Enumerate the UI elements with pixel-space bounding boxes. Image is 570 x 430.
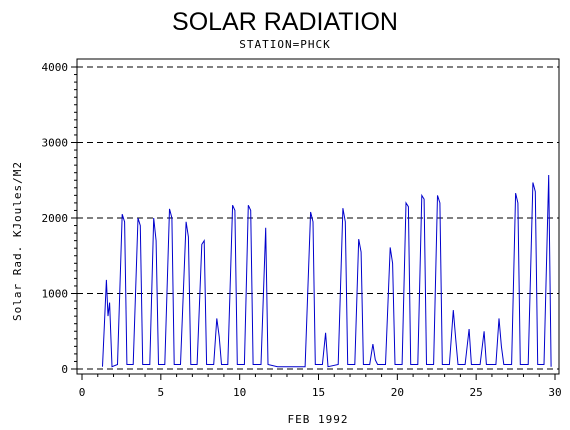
x-tick-label: 20 <box>391 386 404 399</box>
data-line-group <box>102 174 552 368</box>
chart-subtitle: STATION=PHCK <box>239 38 330 51</box>
grid-lines <box>77 66 559 370</box>
series-line-0 <box>102 174 552 368</box>
x-tick-label: 15 <box>312 386 325 399</box>
y-tick-label: 3000 <box>42 137 69 150</box>
y-tick-label: 2000 <box>42 212 69 225</box>
y-tick-label: 0 <box>61 363 68 376</box>
chart-title: SOLAR RADIATION <box>172 8 398 36</box>
y-axis: 0 1000 2000 3000 4000 <box>42 61 77 376</box>
x-tick-label: 30 <box>548 386 561 399</box>
y-tick-label: 4000 <box>42 61 69 74</box>
x-tick-label: 25 <box>470 386 483 399</box>
y-axis-label: Solar Rad. KJoules/M2 <box>11 161 24 321</box>
x-axis: 0 5 10 15 20 25 30 <box>79 374 562 399</box>
x-tick-label: 5 <box>158 386 165 399</box>
x-tick-label: 10 <box>233 386 246 399</box>
y-tick-label: 1000 <box>42 288 69 301</box>
plot-frame <box>76 58 560 375</box>
x-tick-label: 0 <box>79 386 86 399</box>
x-axis-label: FEB 1992 <box>288 413 349 426</box>
